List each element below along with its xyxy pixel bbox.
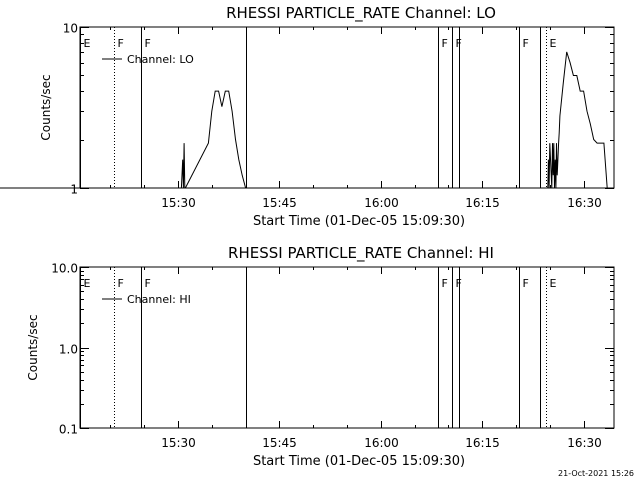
y-tick-label: 1 bbox=[70, 183, 78, 197]
x-axis-label: Start Time (01-Dec-05 15:09:30) bbox=[253, 214, 465, 229]
series-line bbox=[0, 51, 614, 189]
y-tick-label: 10 bbox=[63, 22, 78, 36]
x-tick-label: 16:15 bbox=[465, 436, 500, 450]
plot-frame bbox=[79, 26, 615, 189]
event-marker-label: F bbox=[456, 37, 462, 50]
legend-label: Channel: LO bbox=[127, 53, 194, 66]
x-tick-label: 16:00 bbox=[364, 196, 399, 210]
y-tick-label: 1.0 bbox=[59, 343, 78, 357]
lo-channel-panel: RHESSI PARTICLE_RATE Channel: LOE F F F F F E1… bbox=[0, 4, 615, 229]
x-tick-label: 16:15 bbox=[465, 196, 500, 210]
x-tick-label: 16:30 bbox=[567, 436, 602, 450]
event-marker-label: E bbox=[550, 277, 557, 290]
chart-title: RHESSI PARTICLE_RATE Channel: LO bbox=[226, 4, 496, 23]
y-axis-label: Counts/sec bbox=[39, 74, 53, 140]
x-tick-label: 15:30 bbox=[161, 196, 196, 210]
event-marker-label: F bbox=[118, 277, 124, 290]
legend-label: Channel: HI bbox=[127, 293, 191, 306]
footer-timestamp: 21-Oct-2021 15:26 bbox=[558, 469, 634, 478]
y-tick-label: 0.1 bbox=[59, 423, 78, 437]
event-marker-label: F bbox=[145, 277, 151, 290]
event-marker-label: F bbox=[145, 37, 151, 50]
event-marker-label: F bbox=[118, 37, 124, 50]
event-marker-label: F bbox=[442, 277, 448, 290]
x-tick-label: 15:30 bbox=[161, 436, 196, 450]
event-marker-label: E bbox=[84, 37, 91, 50]
x-tick-label: 15:45 bbox=[262, 196, 297, 210]
x-tick-label: 16:00 bbox=[364, 436, 399, 450]
chart-title: RHESSI PARTICLE_RATE Channel: HI bbox=[228, 244, 494, 263]
event-marker-label: F bbox=[456, 277, 462, 290]
y-tick-label: 10.0 bbox=[51, 262, 78, 276]
x-axis-label: Start Time (01-Dec-05 15:09:30) bbox=[253, 454, 465, 469]
event-marker-label: E bbox=[550, 37, 557, 50]
x-tick-label: 15:45 bbox=[262, 436, 297, 450]
x-tick-label: 16:30 bbox=[567, 196, 602, 210]
event-marker-label: F bbox=[442, 37, 448, 50]
y-axis-label: Counts/sec bbox=[26, 314, 40, 380]
event-marker-label: F bbox=[523, 37, 529, 50]
event-marker-label: E bbox=[84, 277, 91, 290]
plot-frame bbox=[79, 266, 615, 429]
hi-channel-panel: RHESSI PARTICLE_RATE Channel: HIE F F F F F E1… bbox=[26, 244, 615, 469]
event-marker-label: F bbox=[523, 277, 529, 290]
